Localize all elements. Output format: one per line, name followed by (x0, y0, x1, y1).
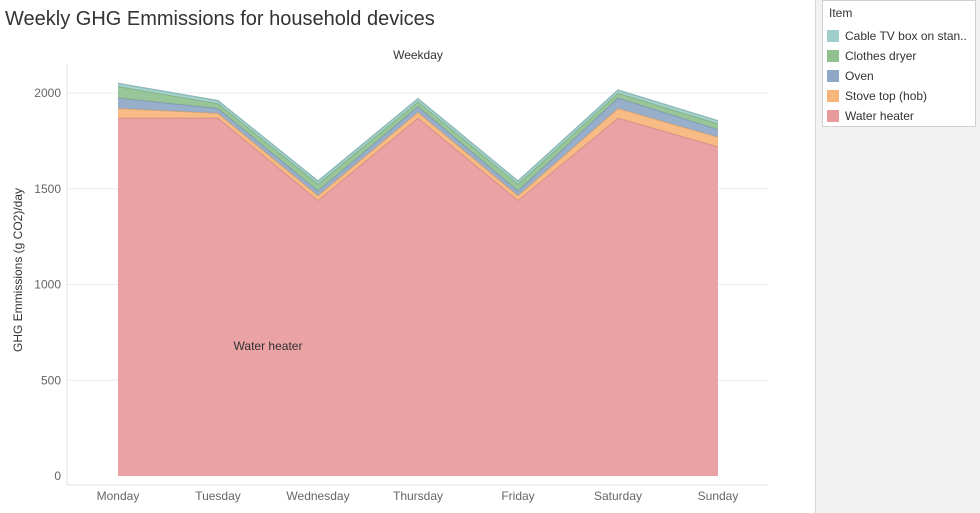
legend-swatch (827, 90, 839, 102)
y-tick-label: 1500 (34, 182, 61, 196)
y-tick-label: 2000 (34, 86, 61, 100)
legend-label: Oven (845, 69, 874, 83)
legend-swatch (827, 110, 839, 122)
y-axis-title: GHG Emmissions (g CO2)/day (11, 188, 25, 352)
legend-item-cable-tv[interactable]: Cable TV box on stan.. (827, 28, 973, 46)
legend-swatch (827, 30, 839, 42)
area-water-heater (118, 117, 718, 477)
legend-label: Clothes dryer (845, 49, 917, 63)
y-tick-label: 1000 (34, 278, 61, 292)
area-stove-top-hob (118, 108, 718, 201)
legend: Item Cable TV box on stan.. Clothes drye… (822, 0, 976, 127)
column-header: Weekday (393, 48, 443, 62)
chart-title: Weekly GHG Emmissions for household devi… (5, 8, 435, 30)
x-tick-label: Monday (97, 489, 140, 503)
chart-area: Water heater 0 500 1000 1500 2000 Monday Tuesd… (11, 48, 768, 503)
legend-label: Stove top (hob) (845, 89, 928, 103)
legend-item-clothes-dryer[interactable]: Clothes dryer (827, 48, 973, 66)
x-tick-label: Thursday (393, 489, 443, 503)
area-series: Water heater (117, 82, 719, 477)
axes: 0 500 1000 1500 2000 Monday Tuesday Wednesday Th… (34, 64, 768, 503)
x-tick-label: Tuesday (195, 489, 241, 503)
x-tick-label: Sunday (698, 489, 739, 503)
x-tick-label: Wednesday (286, 489, 349, 503)
legend-item-stove-top[interactable]: Stove top (hob) (827, 88, 973, 106)
legend-item-water-heater[interactable]: Water heater (827, 108, 973, 126)
legend-label: Cable TV box on stan.. (845, 29, 967, 43)
area-annotation: Water heater (234, 339, 303, 353)
y-tick-label: 0 (54, 469, 61, 483)
legend-swatch (827, 50, 839, 62)
legend-title: Item (829, 6, 853, 20)
legend-item-oven[interactable]: Oven (827, 68, 973, 86)
x-tick-label: Saturday (594, 489, 642, 503)
legend-swatch (827, 70, 839, 82)
legend-label: Water heater (845, 109, 914, 123)
area-edge-cable-tv-box-on-stan (117, 82, 719, 183)
y-tick-label: 500 (41, 373, 61, 387)
area-oven (118, 97, 718, 196)
x-tick-label: Friday (501, 489, 534, 503)
